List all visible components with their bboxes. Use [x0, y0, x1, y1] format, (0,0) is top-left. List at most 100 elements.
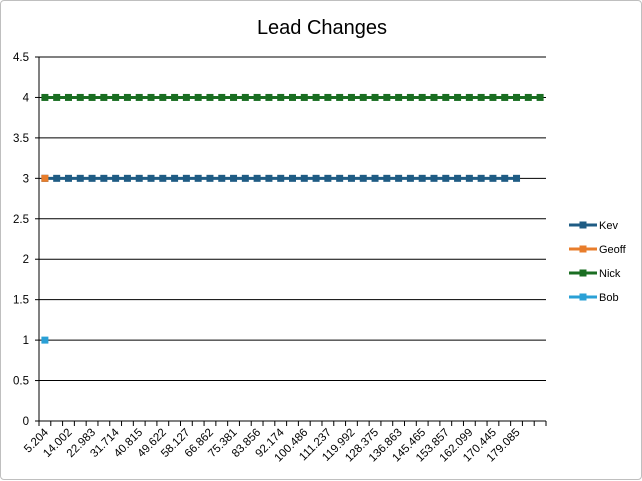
data-point [489, 174, 497, 182]
y-tick-label: 2 [23, 254, 29, 266]
data-point [241, 174, 249, 182]
legend: Kev Geoff Nick Bob [569, 220, 627, 304]
data-point [383, 174, 391, 182]
data-point [513, 93, 521, 101]
legend-label: Geoff [599, 244, 627, 256]
data-point [171, 93, 179, 101]
y-tick-label: 1.5 [13, 295, 29, 307]
y-tick-label: 2.5 [13, 214, 29, 226]
data-point [100, 174, 108, 182]
data-point [418, 93, 426, 101]
data-point [194, 174, 202, 182]
data-point [347, 93, 355, 101]
data-point [147, 93, 155, 101]
data-point [406, 93, 414, 101]
data-point [265, 174, 273, 182]
data-point [347, 174, 355, 182]
data-point [501, 93, 509, 101]
y-tick-label: 0.5 [13, 376, 29, 388]
axes [35, 56, 547, 426]
data-point [324, 174, 332, 182]
data-point [218, 93, 226, 101]
data-point [383, 93, 391, 101]
data-point [406, 174, 414, 182]
legend-label: Kev [599, 220, 618, 232]
data-point [171, 174, 179, 182]
data-point [88, 174, 96, 182]
data-point [489, 93, 497, 101]
data-point [359, 93, 367, 101]
data-point [312, 93, 320, 101]
gridlines [39, 56, 546, 382]
series-lines [41, 93, 544, 344]
legend-swatch-marker [579, 245, 587, 253]
data-point [253, 174, 261, 182]
data-point [300, 174, 308, 182]
data-point [41, 336, 49, 344]
data-point [418, 174, 426, 182]
data-point [465, 93, 473, 101]
data-point [430, 93, 438, 101]
data-point [159, 174, 167, 182]
data-point [53, 174, 61, 182]
legend-swatch-marker [579, 269, 587, 277]
data-point [371, 174, 379, 182]
data-point [41, 93, 49, 101]
data-point [300, 93, 308, 101]
data-point [430, 174, 438, 182]
data-point [206, 93, 214, 101]
legend-item: Bob [569, 292, 619, 304]
data-point [336, 174, 344, 182]
data-point [64, 93, 72, 101]
x-axis-tick-labels: 5.20414.00222.98331.71440.81549.62258.12… [22, 426, 522, 464]
legend-item: Kev [569, 220, 618, 232]
data-point [135, 174, 143, 182]
data-point [88, 93, 96, 101]
data-point [206, 174, 214, 182]
data-point [41, 174, 49, 182]
data-point [76, 174, 84, 182]
data-point [312, 174, 320, 182]
data-point [371, 93, 379, 101]
data-point [324, 93, 332, 101]
data-point [289, 93, 296, 101]
legend-item: Nick [569, 268, 621, 280]
data-point [536, 93, 544, 101]
data-point [477, 93, 485, 101]
y-tick-label: 1 [23, 335, 29, 347]
data-point [395, 174, 403, 182]
data-point [123, 174, 131, 182]
legend-swatch-marker [579, 293, 587, 301]
series-nick [41, 93, 544, 101]
data-point [359, 174, 367, 182]
data-point [442, 93, 450, 101]
data-point [277, 93, 285, 101]
data-point [501, 174, 509, 182]
data-point [513, 174, 521, 182]
series-bob [41, 336, 49, 344]
legend-swatch-marker [579, 221, 587, 229]
data-point [147, 174, 155, 182]
data-point [395, 93, 403, 101]
data-point [112, 93, 120, 101]
data-point [442, 174, 450, 182]
data-point [218, 174, 226, 182]
data-point [465, 174, 473, 182]
data-point [289, 174, 296, 182]
data-point [64, 174, 72, 182]
data-point [277, 174, 285, 182]
data-point [112, 174, 120, 182]
legend-label: Nick [599, 268, 621, 280]
y-tick-label: 3.5 [13, 133, 29, 145]
data-point [265, 93, 273, 101]
y-tick-label: 0 [23, 416, 29, 428]
data-point [194, 93, 202, 101]
data-point [53, 93, 61, 101]
y-tick-label: 4 [23, 92, 30, 104]
y-axis-tick-labels: 0 0.5 1 1.5 2 2.5 3 3.5 4 4.5 [13, 52, 30, 428]
chart-title: Lead Changes [257, 17, 387, 39]
legend-label: Bob [599, 292, 619, 304]
data-point [159, 93, 167, 101]
data-point [76, 93, 84, 101]
